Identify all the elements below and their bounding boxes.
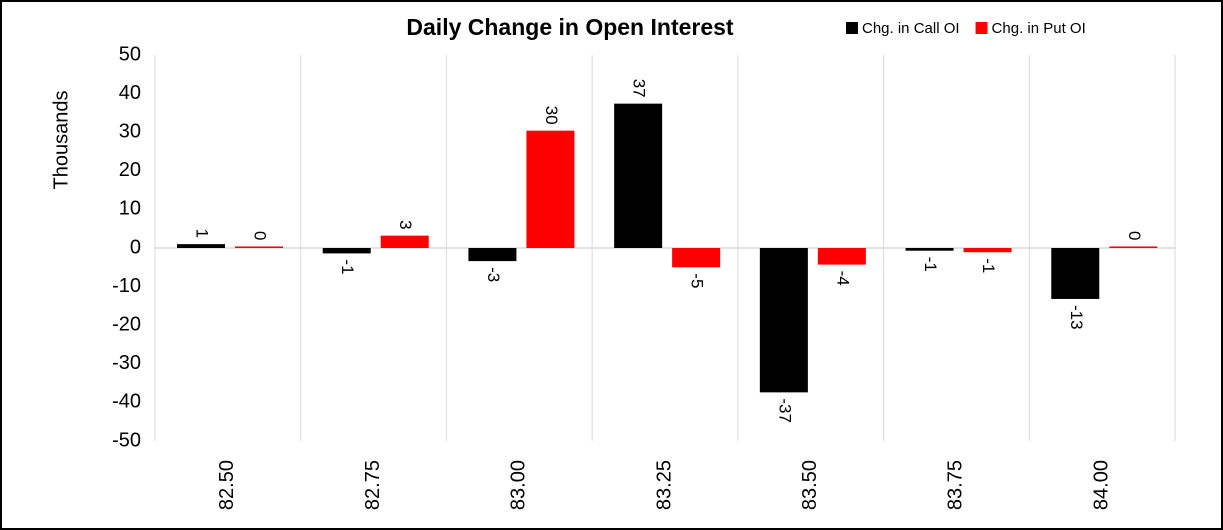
bar bbox=[759, 248, 808, 393]
bar bbox=[526, 130, 575, 248]
x-tick-label: 84.00 bbox=[1090, 460, 1112, 510]
y-tick-label: 30 bbox=[119, 120, 141, 142]
bar bbox=[905, 248, 954, 251]
y-tick-label: -30 bbox=[112, 352, 141, 374]
data-label: -1 bbox=[979, 258, 998, 273]
data-label: 0 bbox=[1125, 231, 1144, 240]
bar bbox=[963, 248, 1012, 253]
y-tick-label: 10 bbox=[119, 198, 141, 220]
bar bbox=[177, 244, 225, 248]
y-tick-label: 50 bbox=[119, 43, 141, 65]
bar bbox=[322, 248, 371, 254]
legend-label: Chg. in Call OI bbox=[862, 20, 960, 37]
bar bbox=[1109, 246, 1158, 248]
bar bbox=[468, 248, 517, 262]
data-label: -5 bbox=[688, 273, 707, 288]
data-label: -1 bbox=[921, 257, 940, 272]
x-tick-label: 83.50 bbox=[799, 460, 821, 510]
bar bbox=[817, 248, 866, 265]
data-label: 30 bbox=[542, 106, 561, 125]
data-label: 1 bbox=[193, 229, 212, 238]
bar bbox=[1051, 248, 1100, 299]
data-label: -1 bbox=[338, 259, 357, 274]
y-tick-label: -10 bbox=[112, 275, 141, 297]
x-tick-label: 83.75 bbox=[945, 460, 967, 510]
bar bbox=[380, 235, 429, 248]
y-tick-label: 20 bbox=[119, 159, 141, 181]
legend-label: Chg. in Put OI bbox=[992, 20, 1086, 37]
y-tick-label: 0 bbox=[130, 236, 141, 258]
bar bbox=[672, 248, 721, 268]
chart-title: Daily Change in Open Interest bbox=[406, 14, 734, 40]
bar bbox=[614, 103, 663, 248]
y-tick-label: 40 bbox=[119, 82, 141, 104]
data-label: -3 bbox=[484, 267, 503, 282]
bar bbox=[235, 246, 283, 248]
legend-swatch bbox=[846, 22, 858, 34]
x-tick-label: 83.00 bbox=[508, 460, 530, 510]
legend-swatch bbox=[975, 22, 988, 34]
y-tick-label: -50 bbox=[112, 429, 141, 451]
data-label: 3 bbox=[396, 220, 415, 229]
data-label: -37 bbox=[775, 398, 794, 423]
x-tick-label: 83.25 bbox=[653, 460, 675, 510]
y-tick-label: -20 bbox=[112, 313, 141, 335]
x-tick-label: 82.75 bbox=[362, 460, 384, 510]
data-label: 37 bbox=[630, 79, 649, 98]
y-tick-label: -40 bbox=[112, 391, 141, 413]
data-label: 0 bbox=[251, 231, 270, 240]
y-axis-label: Thousands bbox=[50, 91, 72, 190]
data-label: -13 bbox=[1067, 305, 1086, 330]
x-tick-label: 82.50 bbox=[216, 460, 238, 510]
data-label: -4 bbox=[833, 271, 852, 286]
